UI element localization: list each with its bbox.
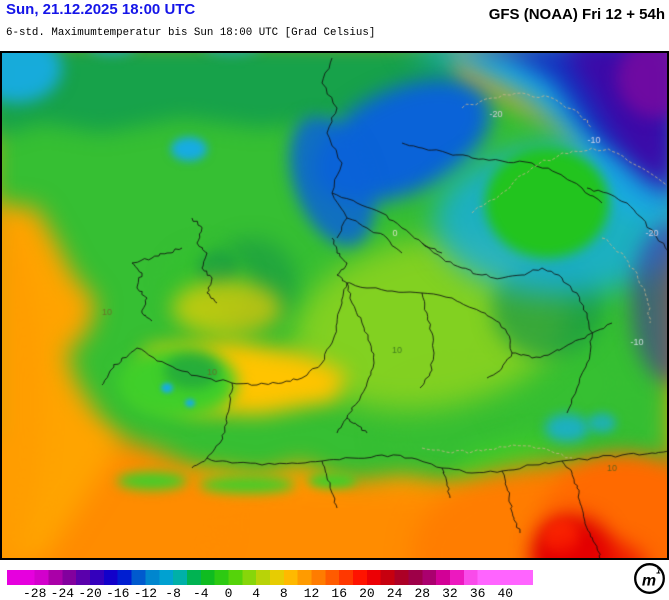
- svg-text:1: 1: [656, 567, 661, 576]
- svg-text:m: m: [642, 573, 656, 590]
